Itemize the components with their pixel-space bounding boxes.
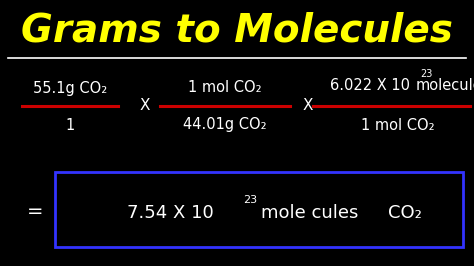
- Text: 1: 1: [65, 118, 74, 132]
- Text: 55.1g CO₂: 55.1g CO₂: [33, 81, 107, 95]
- Text: mole cules: mole cules: [261, 204, 359, 222]
- Text: 23: 23: [420, 69, 432, 79]
- Text: 6.022 X 10: 6.022 X 10: [330, 77, 410, 93]
- Text: 7.54 X 10: 7.54 X 10: [127, 204, 213, 222]
- Text: 1 mol CO₂: 1 mol CO₂: [188, 81, 262, 95]
- Text: molecules: molecules: [416, 77, 474, 93]
- Bar: [55, 172, 463, 247]
- Text: =: =: [27, 202, 43, 222]
- Text: X: X: [303, 98, 313, 114]
- Text: CO₂: CO₂: [388, 204, 422, 222]
- Text: 44.01g CO₂: 44.01g CO₂: [183, 118, 267, 132]
- Text: 1 mol CO₂: 1 mol CO₂: [361, 118, 435, 132]
- Text: 23: 23: [243, 195, 257, 205]
- Text: X: X: [140, 98, 150, 114]
- Text: Grams to Molecules: Grams to Molecules: [21, 11, 453, 49]
